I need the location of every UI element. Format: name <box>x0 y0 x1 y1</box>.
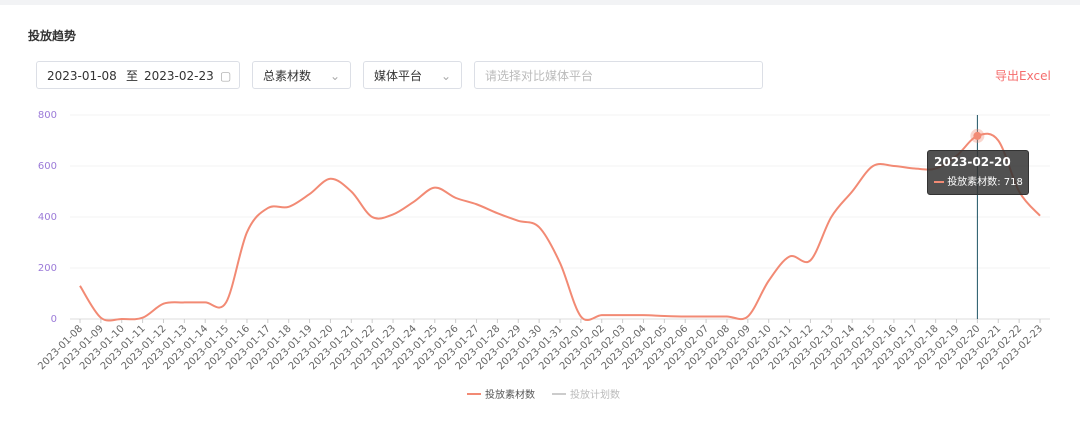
date-start: 2023-01-08 <box>47 69 117 83</box>
line <box>79 132 1041 322</box>
placeholder: 请选择对比媒体平台 <box>485 69 594 83</box>
tooltip-title: 2023-02-20 <box>934 155 1011 169</box>
tooltip-row: 投放素材数: 718 <box>934 173 1023 188</box>
y-tick-label: 400 <box>38 212 57 223</box>
tooltip-series: 投放素材数 <box>947 177 998 188</box>
y-tick-label: 0 <box>51 314 57 325</box>
legend-label: 投放计划数 <box>570 388 620 401</box>
date-range[interactable]: 2023-01-08 至 2023-02-23 ▢ <box>36 61 240 89</box>
panel-title: 投放趋势 <box>28 29 77 43</box>
platform-select[interactable]: 媒体平台 ⌄ <box>363 61 462 89</box>
date-sep: 至 <box>126 69 139 83</box>
chevron: ⌄ <box>440 69 451 83</box>
calendar-icon: ▢ <box>220 69 232 83</box>
y-tick-label: 800 <box>38 110 57 121</box>
legend-label: 投放素材数 <box>485 388 535 401</box>
date-end: 2023-02-23 <box>144 69 214 83</box>
panel: 投放趋势 2023-01-08 至 2023-02-23 ▢ 总素材数 ⌄ 媒体平… <box>0 5 1080 426</box>
tooltip-swatch <box>934 181 944 183</box>
y-tick-label: 200 <box>38 263 57 274</box>
chevron: ⌄ <box>329 69 340 83</box>
metric-select[interactable]: 总素材数 ⌄ <box>252 61 351 89</box>
tooltip: 2023-02-20 投放素材数: 718 <box>927 150 1029 195</box>
export-button[interactable]: 导出Excel <box>995 69 1051 83</box>
y-tick-label: 600 <box>38 161 57 172</box>
tooltip-value: 718 <box>1003 177 1023 188</box>
highlight-point <box>973 131 982 140</box>
platform-text: 媒体平台 <box>374 69 423 83</box>
metric-text: 总素材数 <box>263 69 312 83</box>
compare-select[interactable]: 请选择对比媒体平台 <box>474 61 763 89</box>
